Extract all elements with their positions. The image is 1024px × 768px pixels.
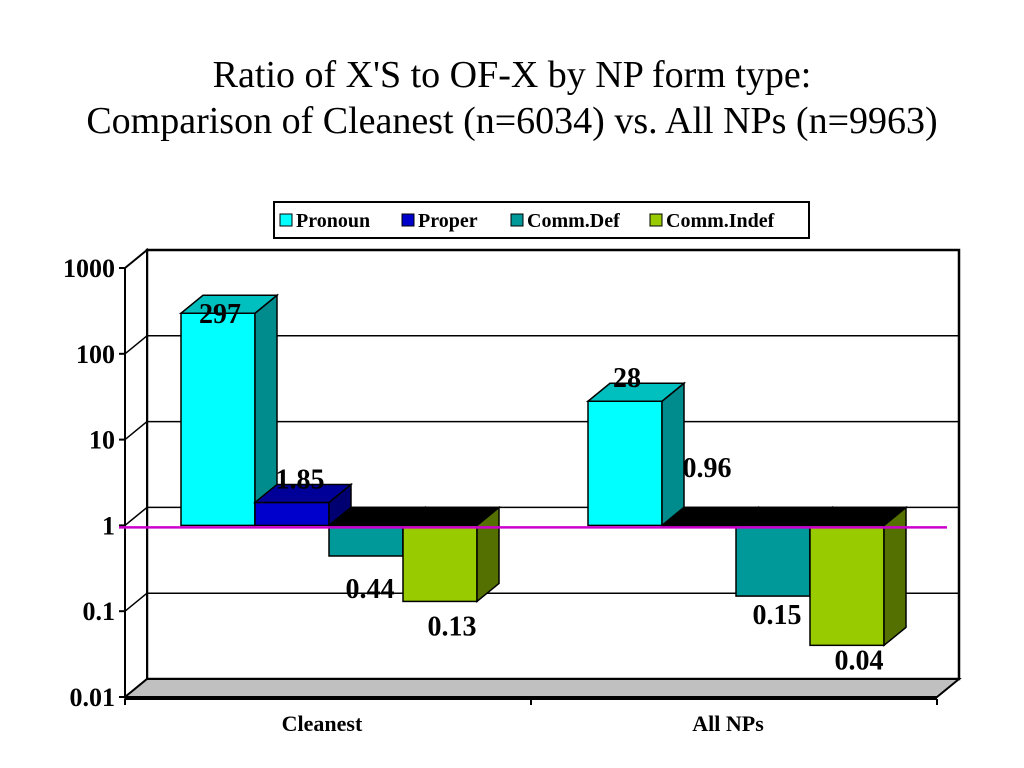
legend-label: Comm.Def [527, 210, 620, 232]
gridline-side [124, 592, 148, 612]
bar-top [178, 294, 280, 314]
data-label: 297 [199, 299, 241, 330]
data-label: 0.96 [683, 453, 732, 484]
y-tick-label: 0.01 [70, 683, 116, 712]
legend-label: Pronoun [296, 210, 370, 232]
data-label: 0.13 [428, 611, 477, 642]
category-label: Cleanest [282, 711, 363, 736]
bar [402, 524, 478, 603]
chart-title: Ratio of X'S to OF-X by NP form type: Co… [0, 52, 1024, 144]
chart-title-line-1: Ratio of X'S to OF-X by NP form type: [212, 54, 812, 96]
bar [587, 400, 663, 527]
gridline-side [124, 335, 148, 355]
side-wall [124, 247, 148, 700]
bar-top [807, 506, 909, 527]
y-tick-label: 1 [102, 511, 115, 540]
bar [254, 501, 330, 527]
data-label: 0.15 [753, 600, 802, 631]
bar-top [252, 483, 354, 504]
category-label: All NPs [692, 711, 764, 736]
gridline-side [124, 421, 148, 441]
legend-swatch [401, 213, 415, 227]
chart-title-line-2: Comparison of Cleanest (n=6034) vs. All … [86, 100, 938, 142]
data-label: 0.44 [346, 574, 395, 605]
data-label: 28 [613, 363, 641, 394]
bar-top [585, 382, 687, 402]
y-tick-label: 1000 [63, 254, 115, 283]
data-label: 0.04 [835, 645, 884, 676]
data-label: 1.85 [276, 464, 325, 495]
bar [809, 524, 885, 647]
floor [122, 678, 962, 698]
gridline-side [124, 506, 148, 526]
legend-label: Comm.Indef [666, 210, 775, 232]
bar [735, 524, 811, 597]
bar-side [661, 381, 685, 527]
bar-top [400, 506, 502, 527]
bar [180, 312, 256, 527]
legend-swatch [649, 213, 663, 227]
y-tick-label: 0.1 [83, 597, 116, 626]
legend-swatch [510, 213, 524, 227]
legend-label: Proper [418, 210, 478, 232]
bar [328, 524, 404, 557]
legend-swatch [279, 213, 293, 227]
legend [273, 201, 810, 239]
y-tick-label: 100 [76, 340, 115, 369]
y-tick-label: 10 [89, 426, 115, 455]
